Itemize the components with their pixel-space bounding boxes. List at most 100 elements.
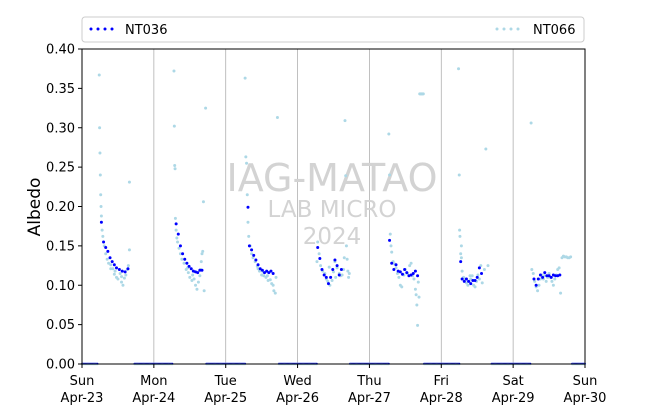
data-point-nt066 bbox=[330, 279, 334, 283]
data-point-nt066 bbox=[346, 269, 350, 273]
y-tick-label: 0.05 bbox=[46, 318, 75, 333]
data-point-nt066 bbox=[202, 289, 206, 293]
legend-frame bbox=[81, 16, 585, 43]
data-point-nt036 bbox=[258, 267, 262, 271]
data-point-nt036 bbox=[104, 245, 108, 249]
data-point-nt066 bbox=[416, 280, 420, 284]
data-point-nt036 bbox=[475, 275, 479, 279]
data-point-nt036 bbox=[416, 274, 420, 278]
x-tick-label-day: Mon bbox=[140, 374, 167, 389]
data-point-nt066 bbox=[469, 277, 473, 281]
data-point-nt066 bbox=[173, 167, 177, 171]
data-point-nt036 bbox=[114, 266, 118, 270]
data-point-nt066 bbox=[550, 279, 554, 283]
data-point-nt066 bbox=[482, 268, 486, 271]
data-point-nt036 bbox=[269, 269, 273, 273]
data-point-nt066 bbox=[316, 240, 320, 244]
series-nt066 bbox=[97, 67, 573, 327]
data-point-nt066 bbox=[190, 279, 194, 283]
data-point-nt066 bbox=[340, 273, 344, 277]
data-point-nt066 bbox=[176, 240, 180, 244]
y-tick-label: 0.25 bbox=[46, 161, 75, 176]
data-point-nt066 bbox=[559, 291, 563, 295]
data-point-nt036 bbox=[333, 258, 337, 262]
data-point-nt066 bbox=[271, 283, 275, 287]
data-point-nt036 bbox=[413, 269, 417, 273]
data-point-nt066 bbox=[121, 283, 125, 287]
legend: NT036 NT066 bbox=[81, 16, 585, 43]
data-point-nt036 bbox=[99, 220, 103, 224]
data-point-nt066 bbox=[409, 261, 413, 265]
series-nt036 bbox=[99, 205, 562, 287]
data-point-nt066 bbox=[173, 216, 177, 220]
x-tick-label-date: Apr-27 bbox=[348, 391, 391, 406]
x-tick-label-date: Apr-29 bbox=[492, 391, 535, 406]
data-point-nt066 bbox=[245, 193, 249, 197]
data-point-nt066 bbox=[408, 264, 412, 268]
data-point-nt036 bbox=[174, 222, 178, 226]
data-point-nt066 bbox=[120, 275, 124, 279]
x-tick-label-day: Sat bbox=[502, 374, 523, 389]
x-tick-label-day: Thu bbox=[356, 374, 381, 389]
data-point-nt036 bbox=[120, 269, 124, 273]
data-point-nt036 bbox=[471, 279, 475, 283]
data-point-nt066 bbox=[107, 261, 111, 265]
data-point-nt066 bbox=[390, 250, 394, 254]
data-point-nt066 bbox=[175, 236, 179, 240]
data-point-nt036 bbox=[460, 277, 464, 281]
data-point-nt036 bbox=[183, 257, 187, 261]
data-point-nt066 bbox=[470, 274, 474, 278]
x-tick-label-date: Apr-26 bbox=[276, 391, 319, 406]
data-point-nt066 bbox=[127, 180, 131, 184]
data-point-nt036 bbox=[390, 261, 394, 265]
data-point-nt066 bbox=[98, 151, 102, 155]
data-point-nt066 bbox=[268, 278, 272, 282]
data-point-nt066 bbox=[256, 267, 260, 271]
x-axis: Sun Apr-23 Mon Apr-24 Tue Apr-25 Wed Apr-26 Thu A… bbox=[61, 364, 606, 406]
legend-label-nt036: NT036 bbox=[125, 23, 167, 38]
data-point-nt036 bbox=[467, 279, 471, 283]
data-point-nt066 bbox=[412, 277, 416, 281]
data-point-nt066 bbox=[122, 276, 126, 280]
data-point-nt066 bbox=[326, 279, 330, 283]
data-point-nt066 bbox=[388, 173, 392, 177]
data-point-nt036 bbox=[176, 232, 180, 236]
watermark: IAG-MATAO LAB MICRO 2024 bbox=[226, 156, 437, 250]
data-point-nt066 bbox=[395, 271, 399, 275]
data-point-nt066 bbox=[262, 274, 266, 278]
data-point-nt036 bbox=[260, 268, 264, 272]
data-point-nt066 bbox=[334, 275, 338, 279]
data-point-nt066 bbox=[345, 257, 349, 261]
data-point-nt036 bbox=[477, 266, 481, 270]
data-point-nt036 bbox=[256, 263, 260, 267]
data-point-nt036 bbox=[198, 268, 202, 272]
data-point-nt036 bbox=[462, 279, 466, 283]
data-point-nt066 bbox=[547, 271, 551, 275]
data-point-nt066 bbox=[250, 252, 254, 256]
data-point-nt066 bbox=[538, 277, 542, 281]
data-point-nt066 bbox=[543, 274, 547, 278]
data-point-nt036 bbox=[178, 244, 182, 248]
data-point-nt036 bbox=[318, 256, 322, 260]
x-tick-label-day: Sun bbox=[573, 374, 598, 389]
y-axis: 0.00 0.05 0.10 0.15 0.20 0.25 0.30 0.35 0.40 bbox=[46, 43, 82, 373]
y-tick-label: 0.35 bbox=[46, 82, 75, 97]
data-point-nt036 bbox=[538, 273, 542, 277]
legend-item-nt036: NT036 bbox=[89, 23, 167, 38]
data-point-nt066 bbox=[480, 281, 484, 285]
data-point-nt066 bbox=[460, 269, 464, 273]
x-tick-label-day: Fri bbox=[434, 374, 450, 389]
data-point-nt066 bbox=[98, 173, 102, 177]
legend-label-nt066: NT066 bbox=[533, 23, 575, 38]
data-point-nt036 bbox=[394, 263, 398, 267]
data-point-nt066 bbox=[342, 268, 346, 271]
data-point-nt036 bbox=[110, 260, 114, 264]
data-point-nt036 bbox=[185, 261, 189, 265]
data-point-nt036 bbox=[545, 274, 549, 278]
data-point-nt066 bbox=[172, 124, 176, 128]
data-point-nt066 bbox=[251, 256, 255, 260]
y-tick-label: 0.15 bbox=[46, 239, 75, 254]
data-point-nt066 bbox=[120, 280, 124, 284]
data-point-nt066 bbox=[245, 161, 249, 165]
data-point-nt066 bbox=[113, 269, 117, 273]
